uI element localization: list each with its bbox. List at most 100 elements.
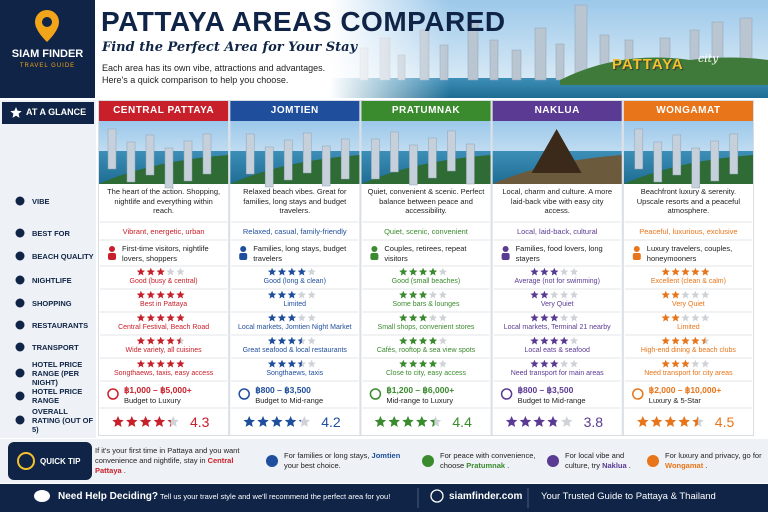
intro: Each area has its own vibe, attractions … [102, 63, 326, 85]
star-filled [156, 267, 165, 276]
star-filled [146, 336, 155, 345]
row-icon [15, 251, 25, 261]
text-part: Naklua [602, 461, 629, 470]
star-empty [307, 336, 316, 345]
text-part: . [123, 466, 126, 475]
rating-label: Great seafood & local restaurants [242, 347, 347, 354]
people-icon [633, 246, 640, 252]
photo-building [321, 145, 331, 187]
building [467, 21, 479, 81]
star-rating [136, 313, 185, 322]
tip: If it's your first time in Pattaya and y… [95, 446, 255, 476]
coin-icon [369, 388, 382, 400]
photo-building [264, 146, 274, 188]
star-empty [701, 359, 710, 368]
cta: Need Help Deciding? [58, 491, 159, 502]
glance-star [10, 107, 22, 118]
star-empty [570, 290, 579, 299]
photo-building [302, 132, 312, 174]
star-filled [416, 416, 428, 427]
star-filled [671, 359, 680, 368]
star-filled [166, 359, 175, 368]
tagline: Your Trusted Guide to Pattaya & Thailand [541, 491, 716, 502]
building [555, 43, 565, 81]
best-for: Luxury travelers, couples, honeymooners [646, 244, 733, 263]
text-part: your best choice. [284, 461, 341, 470]
footer-bar [0, 484, 768, 512]
star-empty [570, 267, 579, 276]
star-rating [268, 336, 316, 345]
star-filled [409, 313, 418, 322]
price-note: Budget to Mid-range [255, 396, 324, 405]
star-filled [637, 416, 649, 427]
area-name: WONGAMAT [656, 105, 721, 116]
star-empty [701, 313, 710, 322]
star-empty [560, 359, 569, 368]
text-part: Wongamat [665, 461, 706, 470]
star-filled [298, 419, 301, 422]
star-filled [661, 290, 670, 299]
star-filled [277, 290, 287, 299]
star-rating [505, 416, 573, 427]
text-part: For families or long stays, [284, 451, 372, 460]
star-filled [287, 313, 296, 322]
star-rating [399, 290, 447, 299]
star-filled [550, 359, 559, 368]
area-name: NAKLUA [534, 105, 580, 116]
star-filled [167, 419, 171, 427]
tip: For peace with convenience, choose Pratu… [440, 451, 538, 471]
text-part: If it's your first time in Pattaya and y… [95, 446, 240, 465]
star-filled [399, 336, 408, 345]
rating-label: Limited [677, 324, 700, 331]
star-empty [691, 313, 700, 322]
star-filled [429, 418, 435, 427]
star-filled [681, 336, 690, 345]
star-filled [277, 336, 287, 345]
star-filled [671, 267, 680, 276]
star-filled [661, 336, 670, 345]
photo-building [126, 141, 136, 183]
star-empty [166, 267, 175, 276]
star-filled [176, 336, 181, 345]
overall: 4.2 [321, 414, 341, 430]
star-filled [550, 336, 559, 345]
star-rating [530, 290, 579, 299]
people-icon [109, 246, 115, 252]
star-filled [547, 416, 557, 427]
overall: 3.8 [583, 414, 604, 430]
photo-building [183, 140, 193, 182]
star-rating [530, 313, 579, 322]
photo-building [428, 137, 437, 179]
vibe: Beachfront luxury & serenity. Upscale re… [636, 187, 741, 215]
star-filled [540, 267, 549, 276]
building [511, 49, 522, 81]
photo-building [145, 134, 155, 176]
star-empty [438, 267, 447, 276]
star-filled [277, 267, 287, 276]
price: ฿1,200 – ฿6,000+ [386, 385, 455, 395]
star-filled [671, 290, 680, 299]
star-empty [560, 313, 569, 322]
star-filled [540, 313, 549, 322]
people-icon [632, 253, 641, 260]
star-empty [560, 267, 569, 276]
coin-icon [500, 388, 513, 400]
star-rating [136, 290, 185, 299]
star-filled [136, 267, 145, 276]
row-label: BEACH QUALITY [32, 251, 94, 261]
star-empty [681, 290, 690, 299]
star-filled [409, 359, 418, 368]
star-empty [561, 416, 573, 427]
photo-building [245, 133, 255, 175]
row-icon [15, 415, 25, 425]
star-empty [438, 359, 447, 368]
star-filled [530, 359, 539, 368]
tag: Relaxed, casual, family-friendly [242, 227, 347, 236]
row-label: BEST FOR [32, 228, 70, 238]
star-filled [530, 290, 539, 299]
star-filled [664, 416, 677, 427]
site: siamfinder.com [449, 491, 523, 502]
star-rating [661, 336, 710, 345]
star-rating [112, 416, 179, 427]
star-filled [153, 416, 166, 427]
